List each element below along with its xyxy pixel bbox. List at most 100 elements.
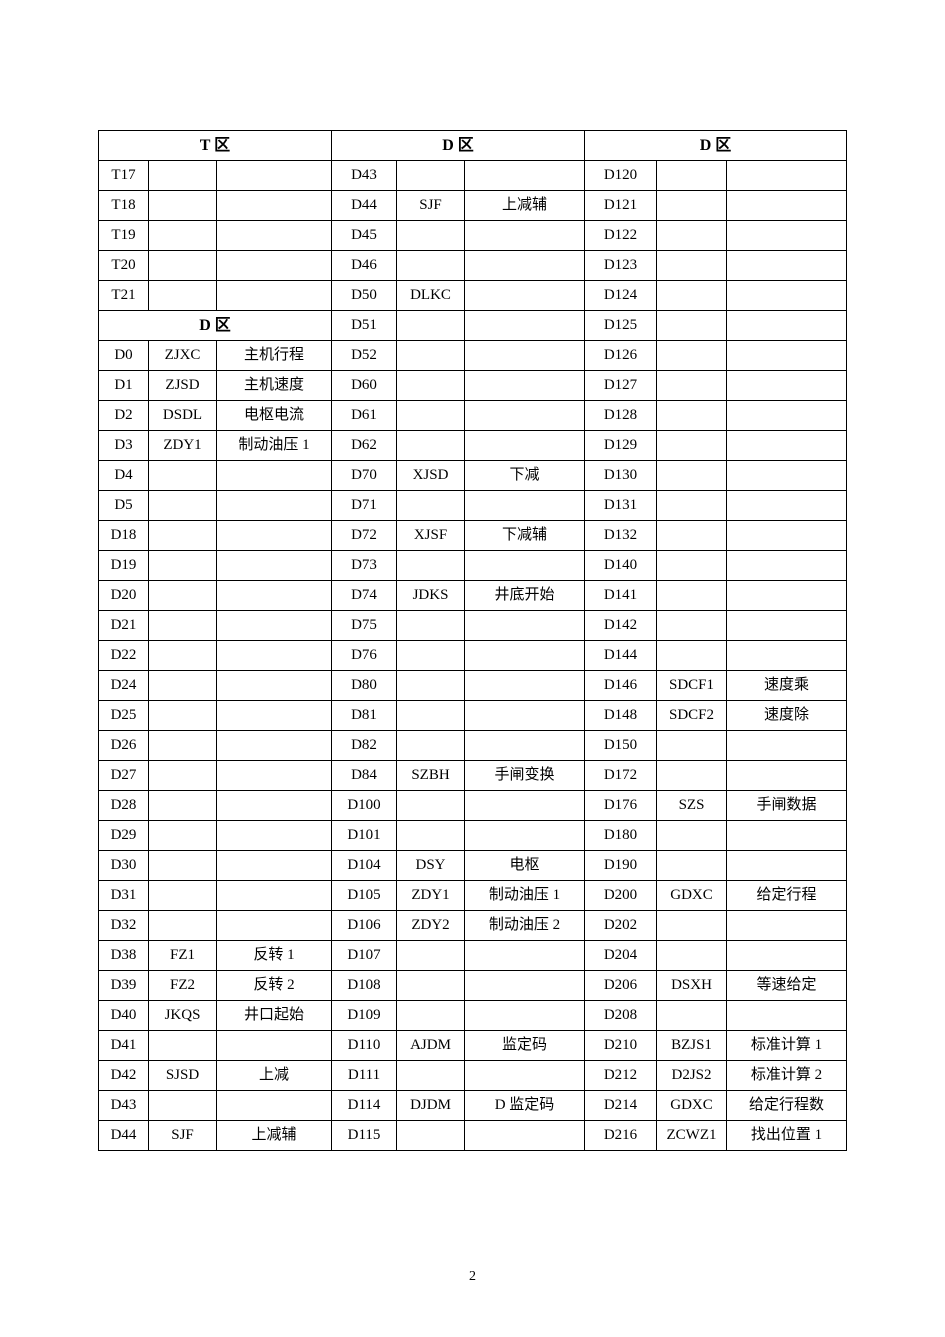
table-cell: FZ1 [149,941,217,971]
table-cell [727,521,847,551]
table-cell: D111 [332,1061,397,1091]
table-cell: SJF [397,191,465,221]
table-cell: D176 [585,791,657,821]
table-cell: D144 [585,641,657,671]
table-cell: D208 [585,1001,657,1031]
table-cell: 上减辅 [465,191,585,221]
table-cell: DSY [397,851,465,881]
table-cell [397,551,465,581]
table-cell [149,191,217,221]
table-cell: D216 [585,1121,657,1151]
table-cell [397,941,465,971]
table-cell [149,581,217,611]
table-cell [149,161,217,191]
table-cell [217,221,332,251]
table-cell [149,671,217,701]
table-cell [217,491,332,521]
table-cell: D4 [99,461,149,491]
table-cell: D126 [585,341,657,371]
table-cell: ZCWZ1 [657,1121,727,1151]
table-cell [397,311,465,341]
table-cell: D62 [332,431,397,461]
table-cell [465,1061,585,1091]
table-cell: DSXH [657,971,727,1001]
table-cell [149,491,217,521]
table-cell: D18 [99,521,149,551]
table-cell [397,701,465,731]
table-cell: D130 [585,461,657,491]
table-cell: D172 [585,761,657,791]
table-cell: D61 [332,401,397,431]
table-cell [149,911,217,941]
table-cell: D2JS2 [657,1061,727,1091]
table-cell [149,881,217,911]
table-cell: 手闸变换 [465,761,585,791]
table-cell [217,881,332,911]
table-cell: D101 [332,821,397,851]
table-cell [397,371,465,401]
table-cell: D44 [332,191,397,221]
table-cell [657,281,727,311]
table-cell [397,731,465,761]
table-cell: DJDM [397,1091,465,1121]
table-cell [727,311,847,341]
table-cell [727,341,847,371]
table-cell: ZJXC [149,341,217,371]
table-cell: D45 [332,221,397,251]
table-cell: D22 [99,641,149,671]
table-cell [217,461,332,491]
table-cell: D27 [99,761,149,791]
table-cell: D200 [585,881,657,911]
table-cell: 上减辅 [217,1121,332,1151]
table-cell [727,641,847,671]
table-cell: D41 [99,1031,149,1061]
table-cell: GDXC [657,1091,727,1121]
table-cell: 电枢电流 [217,401,332,431]
table-cell [465,281,585,311]
table-cell: D32 [99,911,149,941]
table-cell [727,431,847,461]
table-cell [217,521,332,551]
table-cell [397,221,465,251]
table-cell: ZDY2 [397,911,465,941]
table-cell [727,731,847,761]
table-cell: ZDY1 [149,431,217,461]
table-cell: T20 [99,251,149,281]
table-cell: XJSF [397,521,465,551]
table-cell [727,281,847,311]
table-cell: D31 [99,881,149,911]
table-cell: D212 [585,1061,657,1091]
table-cell: 速度乘 [727,671,847,701]
table-cell [657,911,727,941]
table-cell: 井口起始 [217,1001,332,1031]
table-cell [727,551,847,581]
table-cell: SZS [657,791,727,821]
table-cell: D72 [332,521,397,551]
table-cell: 制动油压 2 [465,911,585,941]
table-cell [149,791,217,821]
table-cell: 反转 1 [217,941,332,971]
table-cell [465,821,585,851]
table-cell: D38 [99,941,149,971]
table-cell [465,221,585,251]
table-cell [149,701,217,731]
table-cell [465,941,585,971]
table-cell [217,611,332,641]
table-cell: D122 [585,221,657,251]
table-cell [465,401,585,431]
table-cell [727,251,847,281]
table-cell: D82 [332,731,397,761]
table-cell: D206 [585,971,657,1001]
table-cell [217,251,332,281]
table-cell: 速度除 [727,701,847,731]
table-cell [217,581,332,611]
table-cell: 反转 2 [217,971,332,1001]
table-cell: SZBH [397,761,465,791]
table-cell [149,761,217,791]
table-cell [217,1031,332,1061]
table-cell: D76 [332,641,397,671]
table-cell: D104 [332,851,397,881]
table-cell [727,191,847,221]
table-cell: D44 [99,1121,149,1151]
table-cell: D146 [585,671,657,701]
